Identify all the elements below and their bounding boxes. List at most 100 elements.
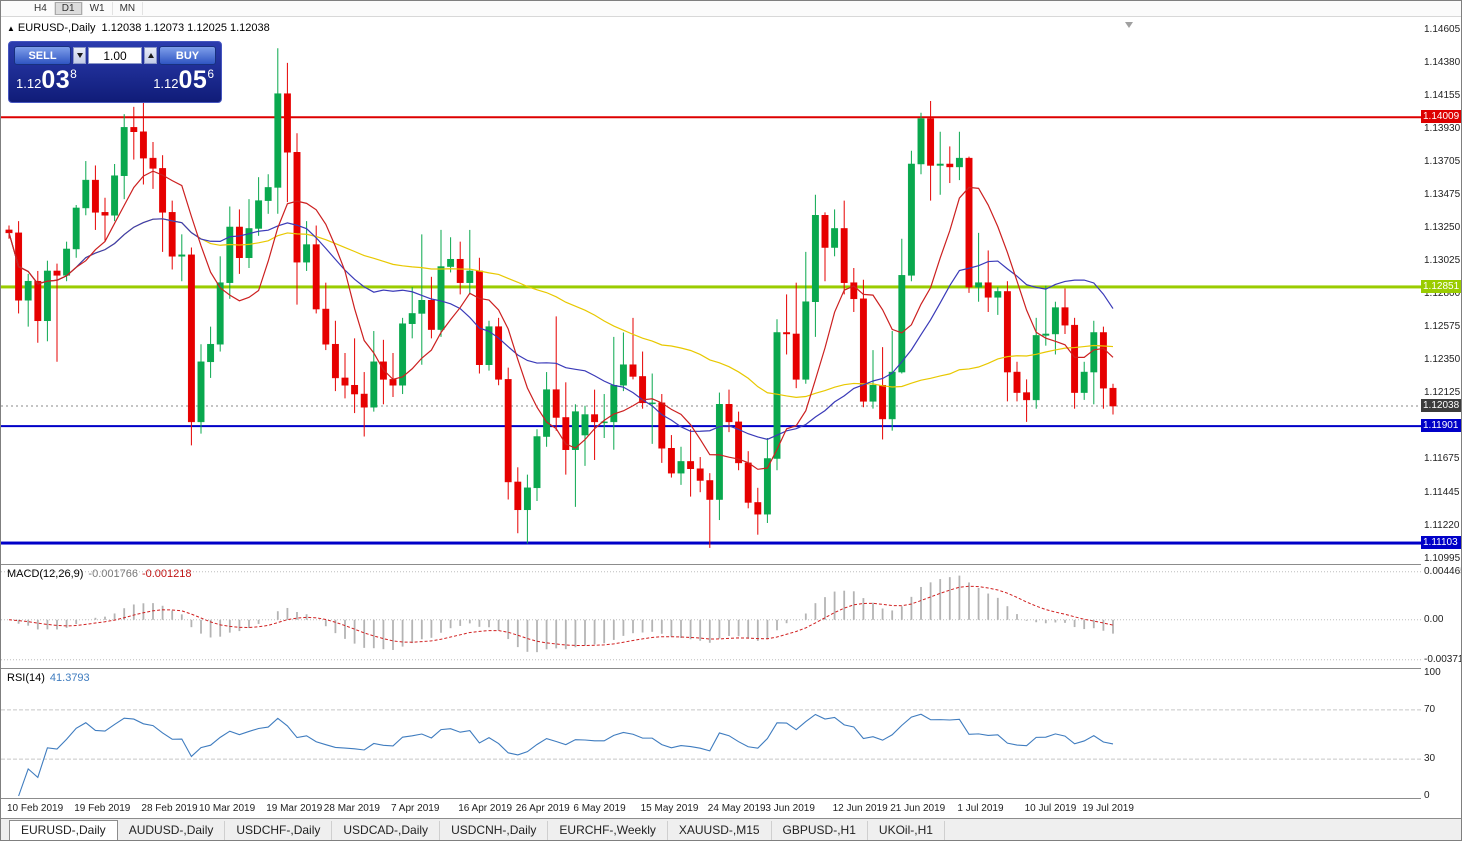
sell-price-prefix: 1.12 [16, 76, 42, 91]
horizontal-line-1.11103[interactable] [1, 541, 1421, 545]
date-axis-label: 10 Mar 2019 [199, 803, 256, 814]
rsi-indicator-header: RSI(14) 41.3793 [7, 672, 90, 684]
price-axis-tick: 1.10995 [1424, 552, 1461, 564]
chart-canvas[interactable] [1, 1, 1462, 820]
macd-histogram [17, 575, 1114, 653]
date-axis-label: 10 Jul 2019 [1024, 803, 1077, 814]
horizontal-line-1.11901[interactable] [1, 425, 1421, 428]
ma-8-line [8, 170, 1114, 470]
price-axis-tick: 1.14380 [1424, 56, 1461, 68]
timeframe-toolbar: H4 D1 W1 MN [1, 1, 1461, 17]
chart-tab-eurusd-daily[interactable]: EURUSD-,Daily [9, 820, 118, 840]
macd-axis-label: -0.003715 [1424, 653, 1461, 665]
sell-button[interactable]: SELL [14, 46, 71, 65]
price-axis-tick: 1.12350 [1424, 354, 1461, 366]
price-axis-tick: 1.12800 [1424, 288, 1461, 300]
timeframe-button-W1[interactable]: W1 [83, 2, 113, 15]
price-axis-tick: 1.13025 [1424, 255, 1461, 267]
trade-panel-prices-row: 1.12038 1.12056 [14, 66, 216, 93]
rsi-value: 41.3793 [49, 672, 90, 684]
chart-ohlc-values: 1.12038 1.12073 1.12025 1.12038 [101, 22, 270, 34]
time-axis[interactable]: 10 Feb 2019 19 Feb 2019 28 Feb 2019 10 Mar … [1, 799, 1421, 819]
chart-shift-marker-icon[interactable] [1125, 22, 1133, 28]
chart-tab-audusd-daily[interactable]: AUDUSD-,Daily [118, 821, 226, 840]
timeframe-button-MN[interactable]: MN [113, 2, 144, 15]
buy-price-prefix: 1.12 [153, 76, 179, 91]
buy-button[interactable]: BUY [159, 46, 216, 65]
sell-price-pipette: 8 [70, 67, 77, 81]
timeframe-buttons-group: H4 D1 W1 MN [27, 2, 144, 15]
date-axis-label: 15 May 2019 [640, 803, 699, 814]
sell-price-quote[interactable]: 1.12038 [16, 66, 77, 94]
date-axis-label: 12 Jun 2019 [832, 803, 888, 814]
date-axis-label: 28 Feb 2019 [141, 803, 198, 814]
volume-input[interactable] [88, 47, 142, 64]
chart-tabs-bar: EURUSD-,Daily AUDUSD-,Daily USDCHF-,Daily U… [1, 818, 1461, 840]
chart-tab-gbpusd-h1[interactable]: GBPUSD-,H1 [772, 821, 868, 840]
price-badge-1.14009[interactable]: 1.14009 [1421, 110, 1461, 124]
price-axis-tick: 1.12575 [1424, 321, 1461, 333]
price-badge-1.12851[interactable]: 1.12851 [1421, 279, 1461, 293]
price-axis-tick: 1.14605 [1424, 23, 1461, 35]
price-axis-tick: 1.11445 [1424, 486, 1460, 498]
rsi-line [18, 713, 1114, 797]
price-badge-1.11103[interactable]: 1.11103 [1421, 536, 1461, 550]
date-axis-label: 21 Jun 2019 [890, 803, 946, 814]
volume-increase-button[interactable] [144, 47, 157, 64]
chart-tab-usdchf-daily[interactable]: USDCHF-,Daily [225, 821, 333, 840]
date-axis-label: 6 May 2019 [573, 803, 626, 814]
date-axis-label: 19 Mar 2019 [266, 803, 323, 814]
buy-price-pipette: 6 [207, 67, 214, 81]
macd-signal-value: -0.001218 [141, 568, 192, 580]
price-badge-1.11901[interactable]: 1.11901 [1421, 419, 1461, 433]
timeframe-button-D1[interactable]: D1 [54, 2, 83, 15]
date-axis-label: 19 Jul 2019 [1082, 803, 1134, 814]
date-axis-label: 19 Feb 2019 [74, 803, 131, 814]
symbol-direction-icon: ▲ [7, 24, 15, 33]
price-axis-tick: 1.11220 [1424, 519, 1460, 531]
triangle-up-icon [147, 53, 154, 58]
sell-price-big-digits: 03 [41, 66, 71, 94]
macd-axis-label: 0.00 [1424, 613, 1444, 625]
chart-header: ▲ EURUSD-,Daily 1.12038 1.12073 1.12025 1.… [7, 22, 270, 34]
date-axis-label: 1 Jul 2019 [957, 803, 1004, 814]
rsi-axis-label: 30 [1424, 753, 1436, 765]
macd-label: MACD(12,26,9) [7, 568, 84, 580]
date-axis-label: 26 Apr 2019 [515, 803, 570, 814]
horizontal-line-1.12851[interactable] [1, 285, 1421, 289]
price-axis-tick: 1.13705 [1424, 155, 1461, 167]
price-axis-tick: 1.13930 [1424, 122, 1461, 134]
chart-symbol-label: EURUSD-,Daily [17, 22, 96, 34]
price-axis-tick: 1.13475 [1424, 189, 1461, 201]
candles-layer [5, 48, 1117, 548]
price-axis[interactable]: 1.14605 1.14380 1.14155 1.13930 1.13705 1.134… [1421, 1, 1462, 820]
date-axis-label: 7 Apr 2019 [391, 803, 440, 814]
price-axis-tick: 1.14155 [1424, 89, 1461, 101]
chart-tab-ukoil-h1[interactable]: UKOil-,H1 [868, 821, 945, 840]
macd-axis-label: 0.004465 [1424, 565, 1462, 577]
chart-tab-usdcad-daily[interactable]: USDCAD-,Daily [332, 821, 441, 840]
rsi-axis-label: 100 [1424, 667, 1441, 678]
horizontal-line-1.14009[interactable] [1, 116, 1421, 119]
price-axis-tick: 1.12125 [1424, 387, 1461, 399]
buy-price-quote[interactable]: 1.12056 [153, 66, 214, 94]
timeframe-button-H4[interactable]: H4 [27, 2, 55, 15]
price-axis-tick: 1.13250 [1424, 222, 1461, 234]
trade-panel-controls-row: SELL BUY [14, 45, 216, 66]
ma-20-line [8, 218, 1114, 440]
date-axis-label: 3 Jun 2019 [765, 803, 815, 814]
triangle-down-icon [76, 53, 83, 58]
chart-tab-eurchf-weekly[interactable]: EURCHF-,Weekly [548, 821, 668, 840]
price-axis-tick: 1.11675 [1424, 453, 1460, 465]
buy-price-big-digits: 05 [178, 66, 208, 94]
rsi-label: RSI(14) [7, 672, 45, 684]
volume-decrease-button[interactable] [73, 47, 86, 64]
date-axis-label: 24 May 2019 [707, 803, 766, 814]
chart-tab-usdcnh-daily[interactable]: USDCNH-,Daily [440, 821, 549, 840]
rsi-axis-label: 0 [1424, 790, 1430, 801]
rsi-axis-label: 70 [1424, 703, 1436, 715]
macd-indicator-header: MACD(12,26,9) -0.001766 -0.001218 [7, 568, 192, 580]
date-axis-label: 28 Mar 2019 [323, 803, 380, 814]
chart-tab-xauusd-m15[interactable]: XAUUSD-,M15 [668, 821, 772, 840]
